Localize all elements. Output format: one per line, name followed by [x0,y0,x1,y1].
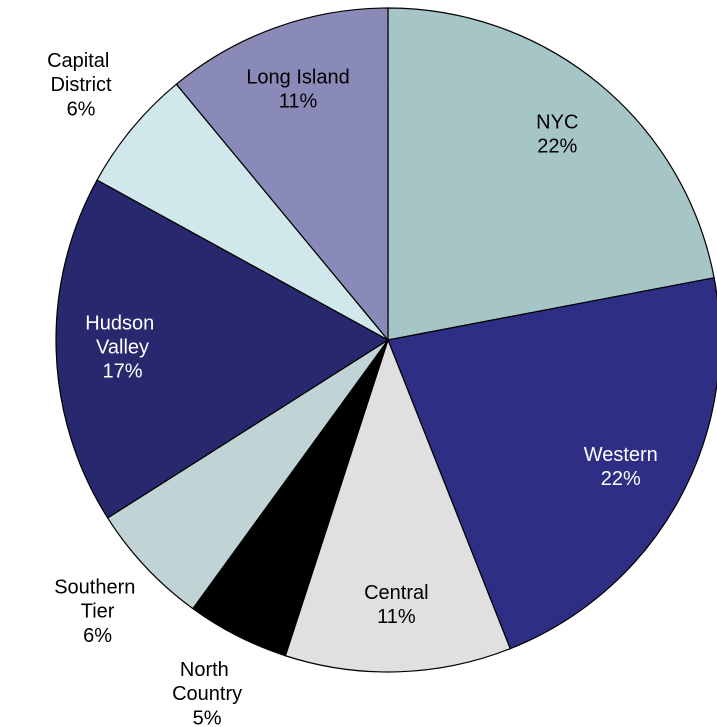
slice-value-label: 17% [103,361,143,383]
slice-value-label: 22% [601,468,641,490]
pie-slice [175,7,389,342]
slice-label-line: Tier [81,601,115,623]
pie-slice [106,339,389,610]
slice-label: North Country [172,659,242,705]
slice-label-line: District [50,74,112,96]
pie-slice [387,277,717,650]
slice-label-line: Capital [47,50,115,72]
slice-value-label: 6% [67,98,96,120]
slice-label: Central [364,582,428,604]
slice-label: Hudson Valley [85,313,160,359]
slice-value-label: 5% [193,707,222,727]
slice-value-label: 6% [83,625,112,647]
slice-label: Long Island [246,66,349,88]
slice-label: Capital District [47,50,115,96]
slice-label-line: Valley [96,337,149,359]
pie-slice [96,83,389,341]
slice-label: Western [584,444,658,466]
slice-label-line: North [180,659,234,681]
slice-value-label: 11% [377,606,416,628]
slice-value-label: 22% [537,136,577,158]
pie-slice [55,179,390,519]
slice-value-label: 11% [279,90,318,112]
slice-label-line: Country [172,683,242,705]
pie-slice [284,338,511,673]
pie-slice [387,7,715,341]
slice-label: Southern Tier [54,577,141,623]
slice-label-line: Southern [54,577,141,599]
slice-label-line: Hudson [85,313,160,335]
slice-label: NYC [536,112,578,134]
